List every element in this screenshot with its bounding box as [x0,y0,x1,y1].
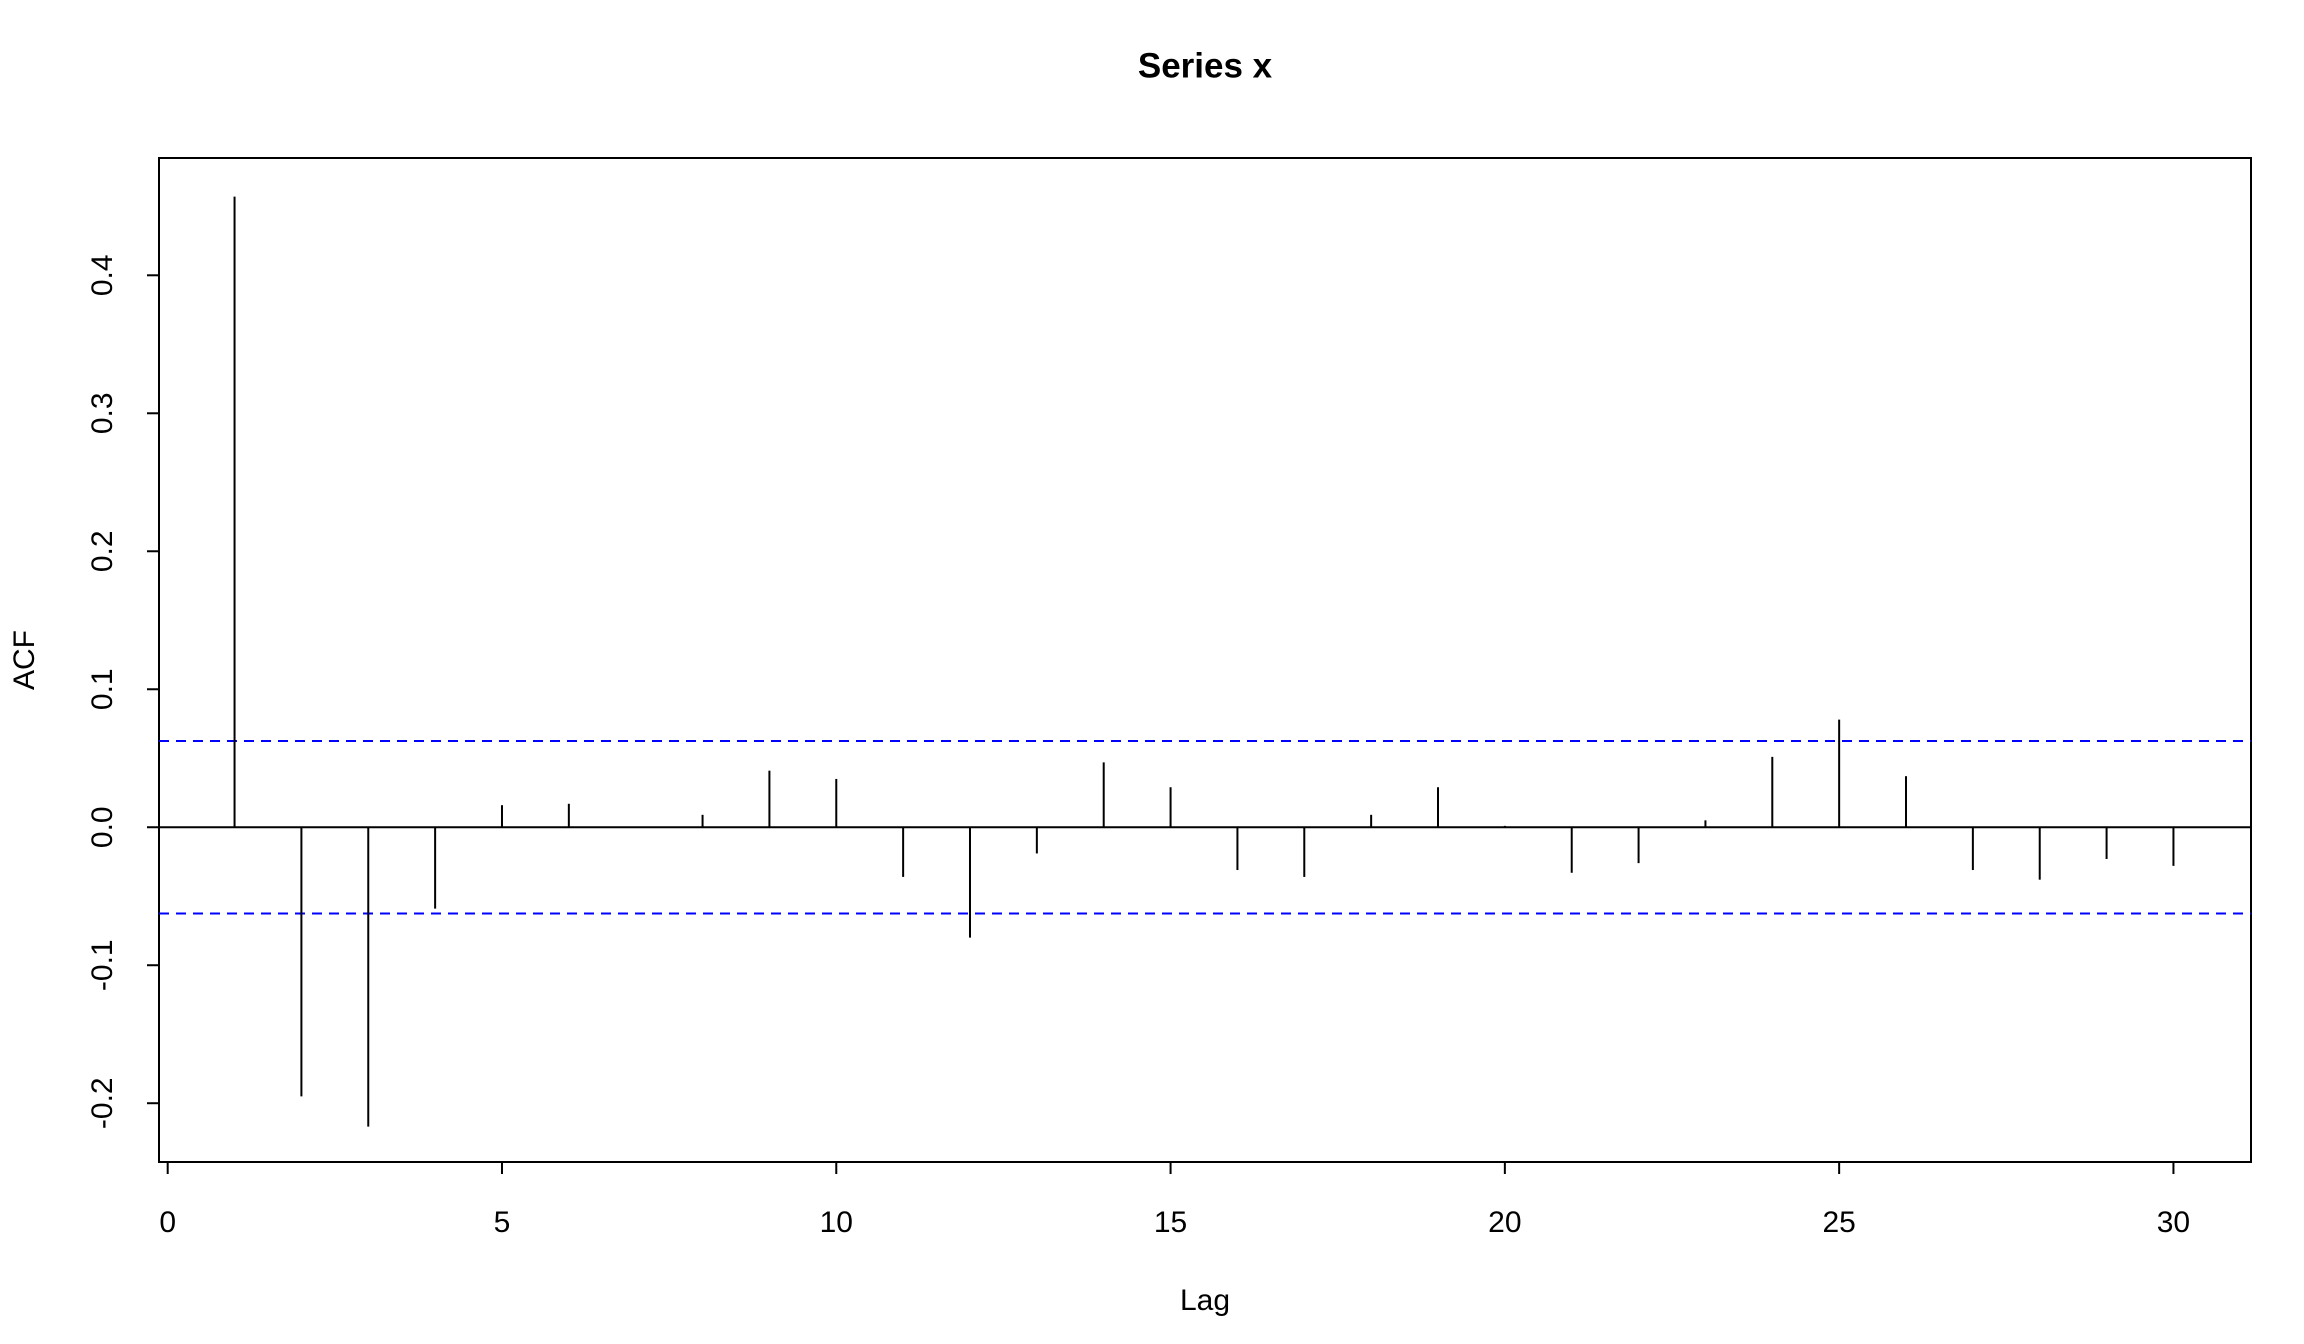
y-tick-label: 0.1 [86,668,119,710]
x-tick-label: 20 [1488,1206,1521,1239]
x-tick-label: 10 [820,1206,853,1239]
y-tick-label: 0.0 [86,806,119,848]
y-tick-label: -0.1 [86,939,119,991]
x-tick-label: 30 [2157,1206,2190,1239]
x-tick-label: 25 [1822,1206,1855,1239]
x-axis-label: Lag [1180,1284,1230,1317]
plot-frame [158,157,2252,1163]
y-tick-label: 0.4 [86,254,119,296]
x-tick-label: 0 [159,1206,176,1239]
x-tick-label: 5 [494,1206,511,1239]
y-tick-label: 0.3 [86,392,119,434]
y-axis-label: ACF [8,630,41,690]
x-tick-label: 15 [1154,1206,1187,1239]
chart-title: Series x [1138,46,1273,85]
y-tick-label: -0.2 [86,1077,119,1129]
y-tick-label: 0.2 [86,530,119,572]
